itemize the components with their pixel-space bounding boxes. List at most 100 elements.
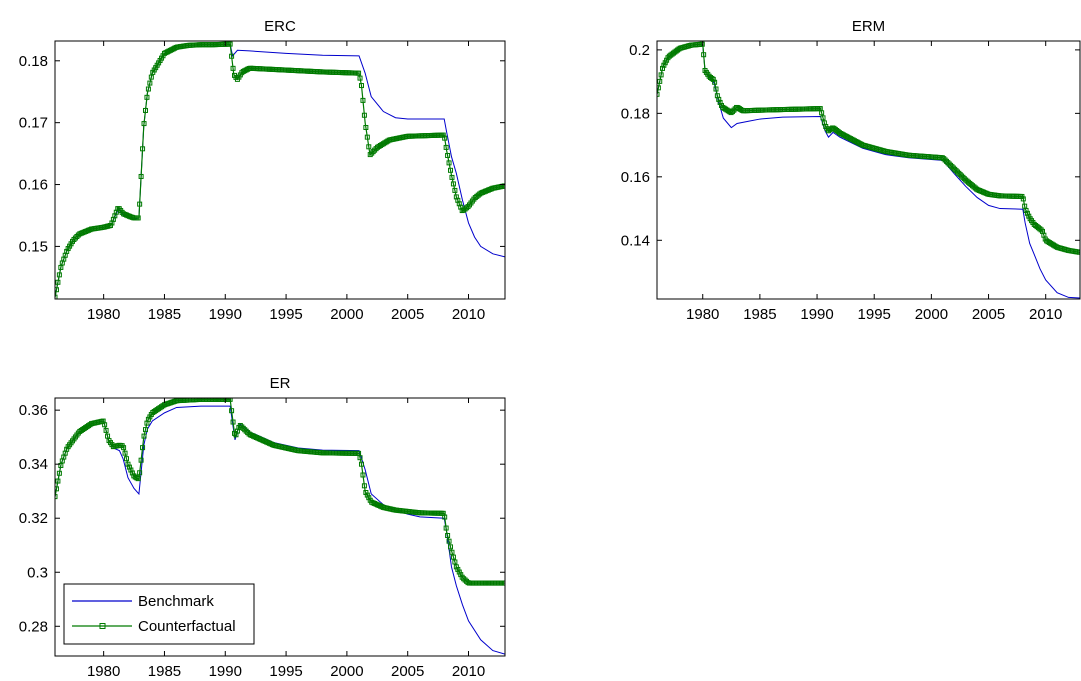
er-counterfactual-marker: [134, 475, 140, 481]
erm-x-tick-label: 1990: [800, 306, 833, 323]
erm-counterfactual-marker: [956, 170, 962, 176]
erm-y-tick-label: 0.18: [621, 105, 650, 122]
er-x-tick-label: 2005: [391, 663, 424, 680]
erc-counterfactual-marker: [71, 236, 77, 242]
erc-counterfactual-marker: [361, 112, 367, 118]
erm-counterfactual-marker: [942, 157, 948, 163]
erc-counterfactual-marker: [358, 83, 364, 89]
er-counterfactual-marker: [453, 564, 459, 570]
erc-counterfactual-marker: [370, 149, 376, 155]
er-counterfactual-marker: [448, 544, 454, 550]
erc-x-tick-label: 1985: [148, 306, 181, 323]
erc-counterfactual-marker: [449, 174, 455, 180]
erc-panel: ERC 1980 1985 1990 1995 2000 2005 2010 0.15 0.16 0…: [19, 18, 506, 323]
erc-counterfactual-marker: [55, 279, 61, 285]
er-counterfactual-marker: [64, 446, 70, 452]
erm-counterfactual-marker: [657, 78, 663, 84]
erc-counterfactual-marker: [366, 144, 372, 150]
erc-counterfactual-marker: [440, 132, 446, 138]
er-x-tick-label: 2000: [330, 663, 363, 680]
er-counterfactual-marker: [56, 470, 62, 476]
er-x-tick-label: 1985: [148, 663, 181, 680]
erc-counterfactual-marker: [56, 272, 62, 278]
erc-counterfactual-marker: [55, 294, 58, 299]
er-counterfactual-marker: [58, 462, 64, 468]
er-x-tick-label: 1990: [209, 663, 242, 680]
er-counterfactual-marker: [446, 538, 452, 544]
er-counterfactual-marker: [128, 467, 134, 473]
er-y-tick-label: 0.32: [19, 510, 48, 527]
legend-entry-counterfactual-label: Counterfactual: [138, 618, 236, 635]
erc-counterfactual-marker: [452, 187, 458, 193]
erm-benchmark-series: [657, 43, 1080, 299]
erc-counterfactual-marker: [64, 248, 70, 254]
erc-counterfactual-marker: [142, 107, 148, 113]
er-counterfactual-marker: [122, 450, 128, 456]
erm-x-tick-label: 1995: [858, 306, 891, 323]
er-counterfactual-marker: [237, 422, 243, 428]
erc-y-tick-label: 0.15: [19, 238, 48, 255]
er-counterfactual-marker: [140, 445, 146, 451]
erc-counterfactual-marker: [445, 152, 451, 158]
erc-y-tick-label: 0.16: [19, 177, 48, 194]
erm-counterfactual-marker: [945, 160, 951, 166]
er-counterfactual-marker: [142, 427, 148, 433]
erc-x-tick-label: 2010: [452, 306, 485, 323]
erm-counterfactual-marker: [716, 96, 722, 102]
erc-counterfactual-marker: [230, 65, 236, 71]
erc-axes-frame: [54, 40, 506, 300]
erc-counterfactual-marker: [446, 160, 452, 166]
er-counterfactual-marker: [445, 533, 451, 539]
er-counterfactual-marker: [442, 514, 448, 520]
erc-benchmark-series: [55, 43, 505, 298]
er-counterfactual-marker: [55, 478, 61, 484]
er-counterfactual-marker: [455, 566, 461, 572]
erm-counterfactual-marker: [657, 85, 661, 91]
erc-counterfactual-marker: [140, 146, 146, 152]
erm-counterfactual-marker: [710, 76, 716, 82]
erm-x-tick-label: 1985: [743, 306, 776, 323]
er-y-tick-label: 0.34: [19, 456, 48, 473]
erm-counterfactual-marker: [713, 86, 719, 92]
er-counterfactual-marker: [126, 464, 132, 470]
erm-counterfactual-marker: [658, 72, 664, 78]
er-counterfactual-marker: [129, 470, 135, 476]
erm-counterfactual-marker: [943, 158, 949, 164]
er-counterfactual-marker: [361, 483, 367, 489]
erc-title: ERC: [264, 18, 296, 35]
erc-y-tick-label: 0.18: [19, 53, 48, 70]
erm-counterfactual-marker: [946, 161, 952, 167]
erc-counterfactual-series: [55, 41, 505, 299]
erm-y-tick-label: 0.16: [621, 169, 650, 186]
er-counterfactual-line: [55, 398, 505, 584]
erm-counterfactual-marker: [731, 107, 737, 113]
erm-counterfactual-marker: [959, 173, 965, 179]
erm-counterfactual-marker: [664, 57, 670, 63]
erc-x-tick-label: 2000: [330, 306, 363, 323]
erm-counterfactual-marker: [952, 166, 958, 172]
erc-x-tick-label: 1980: [87, 306, 120, 323]
erc-counterfactual-marker: [357, 75, 363, 81]
er-x-tick-label: 2010: [452, 663, 485, 680]
erm-counterfactual-marker: [659, 65, 665, 71]
er-counterfactual-marker: [462, 577, 468, 583]
erm-counterfactual-marker: [954, 169, 960, 175]
erc-counterfactual-marker: [138, 173, 144, 179]
erc-x-tick-label: 2005: [391, 306, 424, 323]
er-counterfactual-marker: [102, 422, 108, 428]
erm-counterfactual-marker: [941, 156, 947, 162]
er-counterfactual-marker: [452, 559, 458, 565]
erm-counterfactual-marker: [953, 168, 959, 174]
legend: Benchmark Counterfactual: [63, 583, 255, 645]
erm-x-tick-label: 2005: [972, 306, 1005, 323]
er-counterfactual-series: [55, 398, 505, 586]
erm-panel: ERM 1980 1985 1990 1995 2000 2005 2010 0.14 0.16 0…: [621, 18, 1081, 323]
erc-counterfactual-marker: [363, 124, 369, 130]
er-counterfactual-marker: [55, 486, 59, 492]
erm-y-tick-label: 0.14: [621, 232, 650, 249]
er-counterfactual-marker: [103, 427, 109, 433]
erm-counterfactual-marker: [950, 165, 956, 171]
er-axes-frame: [54, 397, 506, 657]
erm-benchmark-line: [657, 43, 1080, 299]
